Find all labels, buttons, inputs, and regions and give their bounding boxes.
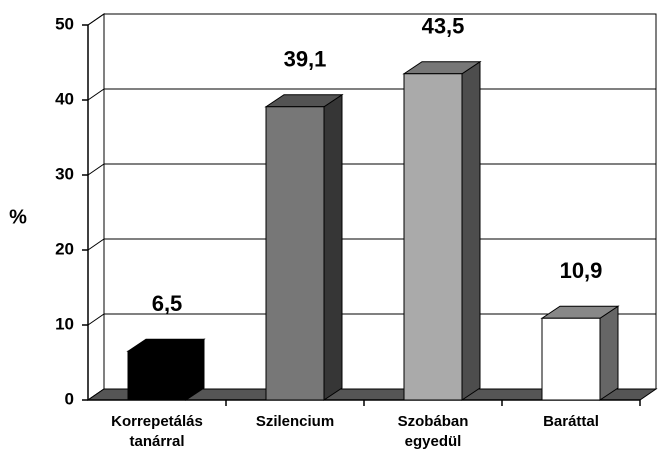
y-tick-label: 10: [55, 314, 74, 333]
x-tick-label: Szobában egyedül: [398, 413, 469, 450]
bar: [540, 305, 620, 401]
bar: [402, 60, 482, 401]
y-tick-label: 50: [55, 14, 74, 33]
bar-front: [265, 106, 325, 401]
bar-front: [127, 350, 187, 401]
value-label: 43,5: [422, 14, 465, 39]
bar-side: [461, 60, 481, 401]
side-wall: [87, 13, 105, 401]
bar: [126, 338, 206, 401]
y-tick-label: 30: [55, 164, 74, 183]
x-tick-label: Korrepetálás tanárral: [111, 413, 203, 450]
bar: [264, 93, 344, 401]
x-tick-label: Szilencium: [256, 413, 334, 430]
bar-side: [323, 93, 343, 401]
x-tick-label: Baráttal: [543, 413, 599, 430]
y-tick-label: 0: [65, 389, 74, 408]
value-label: 10,9: [560, 258, 603, 283]
y-tick-label: 20: [55, 239, 74, 258]
bar-front: [541, 317, 601, 401]
y-axis-label: %: [9, 206, 27, 228]
grid-line: [87, 13, 656, 26]
value-label: 39,1: [284, 47, 327, 72]
bar-front: [403, 73, 463, 401]
y-tick-label: 40: [55, 89, 74, 108]
bar-side: [599, 305, 619, 401]
value-label: 6,5: [152, 291, 183, 316]
